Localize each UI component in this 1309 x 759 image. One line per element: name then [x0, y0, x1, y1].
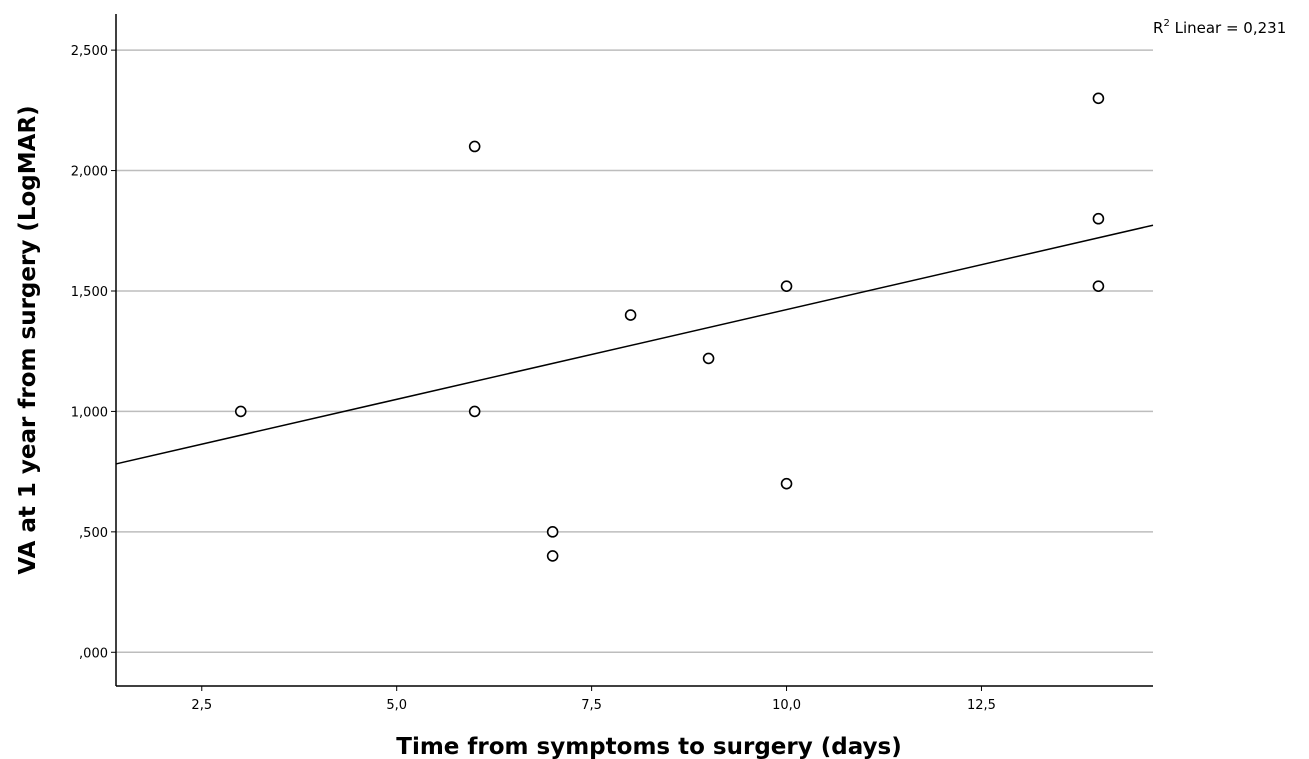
data-point	[546, 526, 559, 538]
data-points	[234, 92, 1105, 562]
x-tick-label: 5,0	[386, 698, 407, 713]
data-point	[780, 280, 793, 292]
data-point	[1092, 92, 1105, 105]
data-point	[468, 140, 481, 153]
linear-fit-line	[115, 224, 1154, 465]
data-point	[1092, 280, 1105, 292]
axes	[111, 14, 1153, 691]
x-axis-title: Time from symptoms to surgery (days)	[396, 734, 901, 759]
r-superscript: 2	[1163, 18, 1169, 29]
y-tick-label: 2,500	[71, 44, 108, 59]
data-point	[546, 550, 559, 562]
r-linear-text: Linear = 0,231	[1170, 19, 1286, 37]
r-label: R	[1153, 19, 1163, 37]
data-point	[780, 477, 793, 490]
data-point	[1092, 212, 1105, 225]
data-point	[468, 405, 481, 418]
data-point	[624, 309, 637, 321]
data-point	[702, 352, 715, 365]
tick-labels: ,000 ,500 1,000 1,500 2,000 2,500 2,5 5,0 7,5 10,…	[71, 44, 996, 713]
y-tick-label: 1,000	[71, 405, 108, 420]
x-tick-label: 2,5	[191, 698, 212, 713]
y-tick-label: ,000	[79, 646, 108, 661]
gridlines	[116, 49, 1153, 654]
x-tick-label: 7,5	[581, 698, 602, 713]
x-tick-label: 10,0	[772, 698, 801, 713]
y-tick-label: 1,500	[71, 285, 108, 300]
x-tick-label: 12,5	[967, 698, 996, 713]
y-axis-title: VA at 1 year from surgery (LogMAR)	[15, 105, 41, 574]
y-tick-label: ,500	[79, 526, 108, 541]
y-tick-label: 2,000	[71, 165, 108, 180]
data-point	[234, 405, 247, 418]
r-squared-annotation: R2 Linear = 0,231	[1153, 18, 1286, 37]
